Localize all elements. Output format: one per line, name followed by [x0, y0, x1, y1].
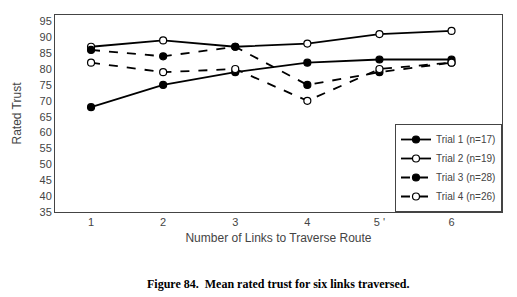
svg-text:Trial 2 (n=19): Trial 2 (n=19) — [436, 153, 495, 164]
svg-text:Rated Trust: Rated Trust — [10, 82, 24, 145]
svg-text:65: 65 — [40, 111, 52, 123]
svg-text:6: 6 — [448, 216, 454, 228]
svg-text:55: 55 — [40, 142, 52, 154]
svg-text:Trial 4 (n=26): Trial 4 (n=26) — [436, 191, 495, 202]
svg-text:1: 1 — [88, 216, 94, 228]
svg-text:5 ': 5 ' — [374, 216, 385, 228]
svg-text:60: 60 — [40, 126, 52, 138]
svg-text:70: 70 — [40, 95, 52, 107]
svg-text:45: 45 — [40, 174, 52, 186]
svg-text:Trial 1 (n=17): Trial 1 (n=17) — [436, 134, 495, 145]
svg-text:Number of Links to Traverse Ro: Number of Links to Traverse Route — [185, 231, 371, 245]
svg-text:35: 35 — [40, 206, 52, 218]
svg-text:3: 3 — [232, 216, 238, 228]
svg-text:4: 4 — [304, 216, 310, 228]
svg-text:50: 50 — [40, 158, 52, 170]
svg-text:80: 80 — [40, 63, 52, 75]
svg-text:95: 95 — [40, 15, 52, 27]
svg-text:Figure 84. Mean rated trust f: Figure 84. Mean rated trust for six link… — [147, 277, 410, 291]
svg-text:75: 75 — [40, 79, 52, 91]
svg-text:2: 2 — [160, 216, 166, 228]
svg-text:Trial 3 (n=28): Trial 3 (n=28) — [436, 172, 495, 183]
svg-text:40: 40 — [40, 190, 52, 202]
svg-text:85: 85 — [40, 47, 52, 59]
svg-text:90: 90 — [40, 31, 52, 43]
